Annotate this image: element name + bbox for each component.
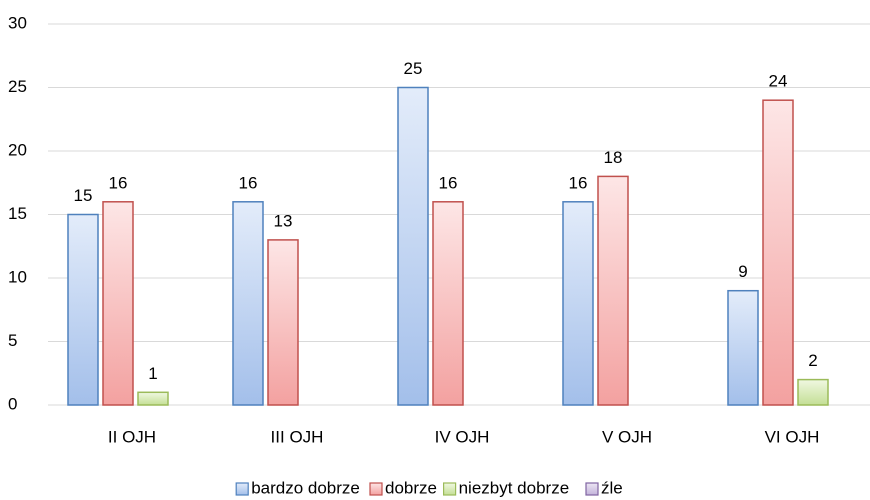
y-tick-label: 25 [8,77,27,96]
legend-label: dobrze [385,478,437,497]
legend-swatch [235,482,249,496]
y-tick-label: 0 [8,394,17,413]
data-label: 18 [604,148,623,167]
bar [797,378,829,406]
legend-label: niezbyt dobrze [459,478,570,497]
x-tick-label: III OJH [271,427,324,446]
bar [267,239,299,406]
bar [67,213,99,406]
x-tick-label: VI OJH [765,427,820,446]
bar [562,201,594,406]
data-label: 2 [808,351,817,370]
bar [727,289,759,406]
data-label: 1 [148,364,157,383]
x-tick-label: IV OJH [435,427,490,446]
data-label: 9 [738,262,747,281]
y-tick-label: 5 [8,331,17,350]
bar [432,201,464,406]
legend-swatch [369,482,383,496]
legend-swatch [585,482,599,496]
data-label: 24 [769,72,788,91]
bar [397,86,429,406]
data-label: 16 [569,173,588,192]
bar [232,201,264,406]
data-label: 16 [109,173,128,192]
x-tick-label: V OJH [602,427,652,446]
y-tick-label: 15 [8,204,27,223]
legend-label: bardzo dobrze [251,478,360,497]
y-tick-label: 20 [8,140,27,159]
y-tick-label: 30 [8,13,27,32]
bar [102,201,134,406]
data-label: 13 [274,211,293,230]
data-label: 15 [74,186,93,205]
legend-label: źle [601,478,623,497]
bar [762,99,794,406]
bar [137,391,169,406]
bar [597,175,629,406]
legend-swatch [443,482,457,496]
data-label: 16 [439,173,458,192]
data-label: 25 [404,59,423,78]
y-tick-label: 10 [8,267,27,286]
x-tick-label: II OJH [108,427,156,446]
data-label: 16 [239,173,258,192]
